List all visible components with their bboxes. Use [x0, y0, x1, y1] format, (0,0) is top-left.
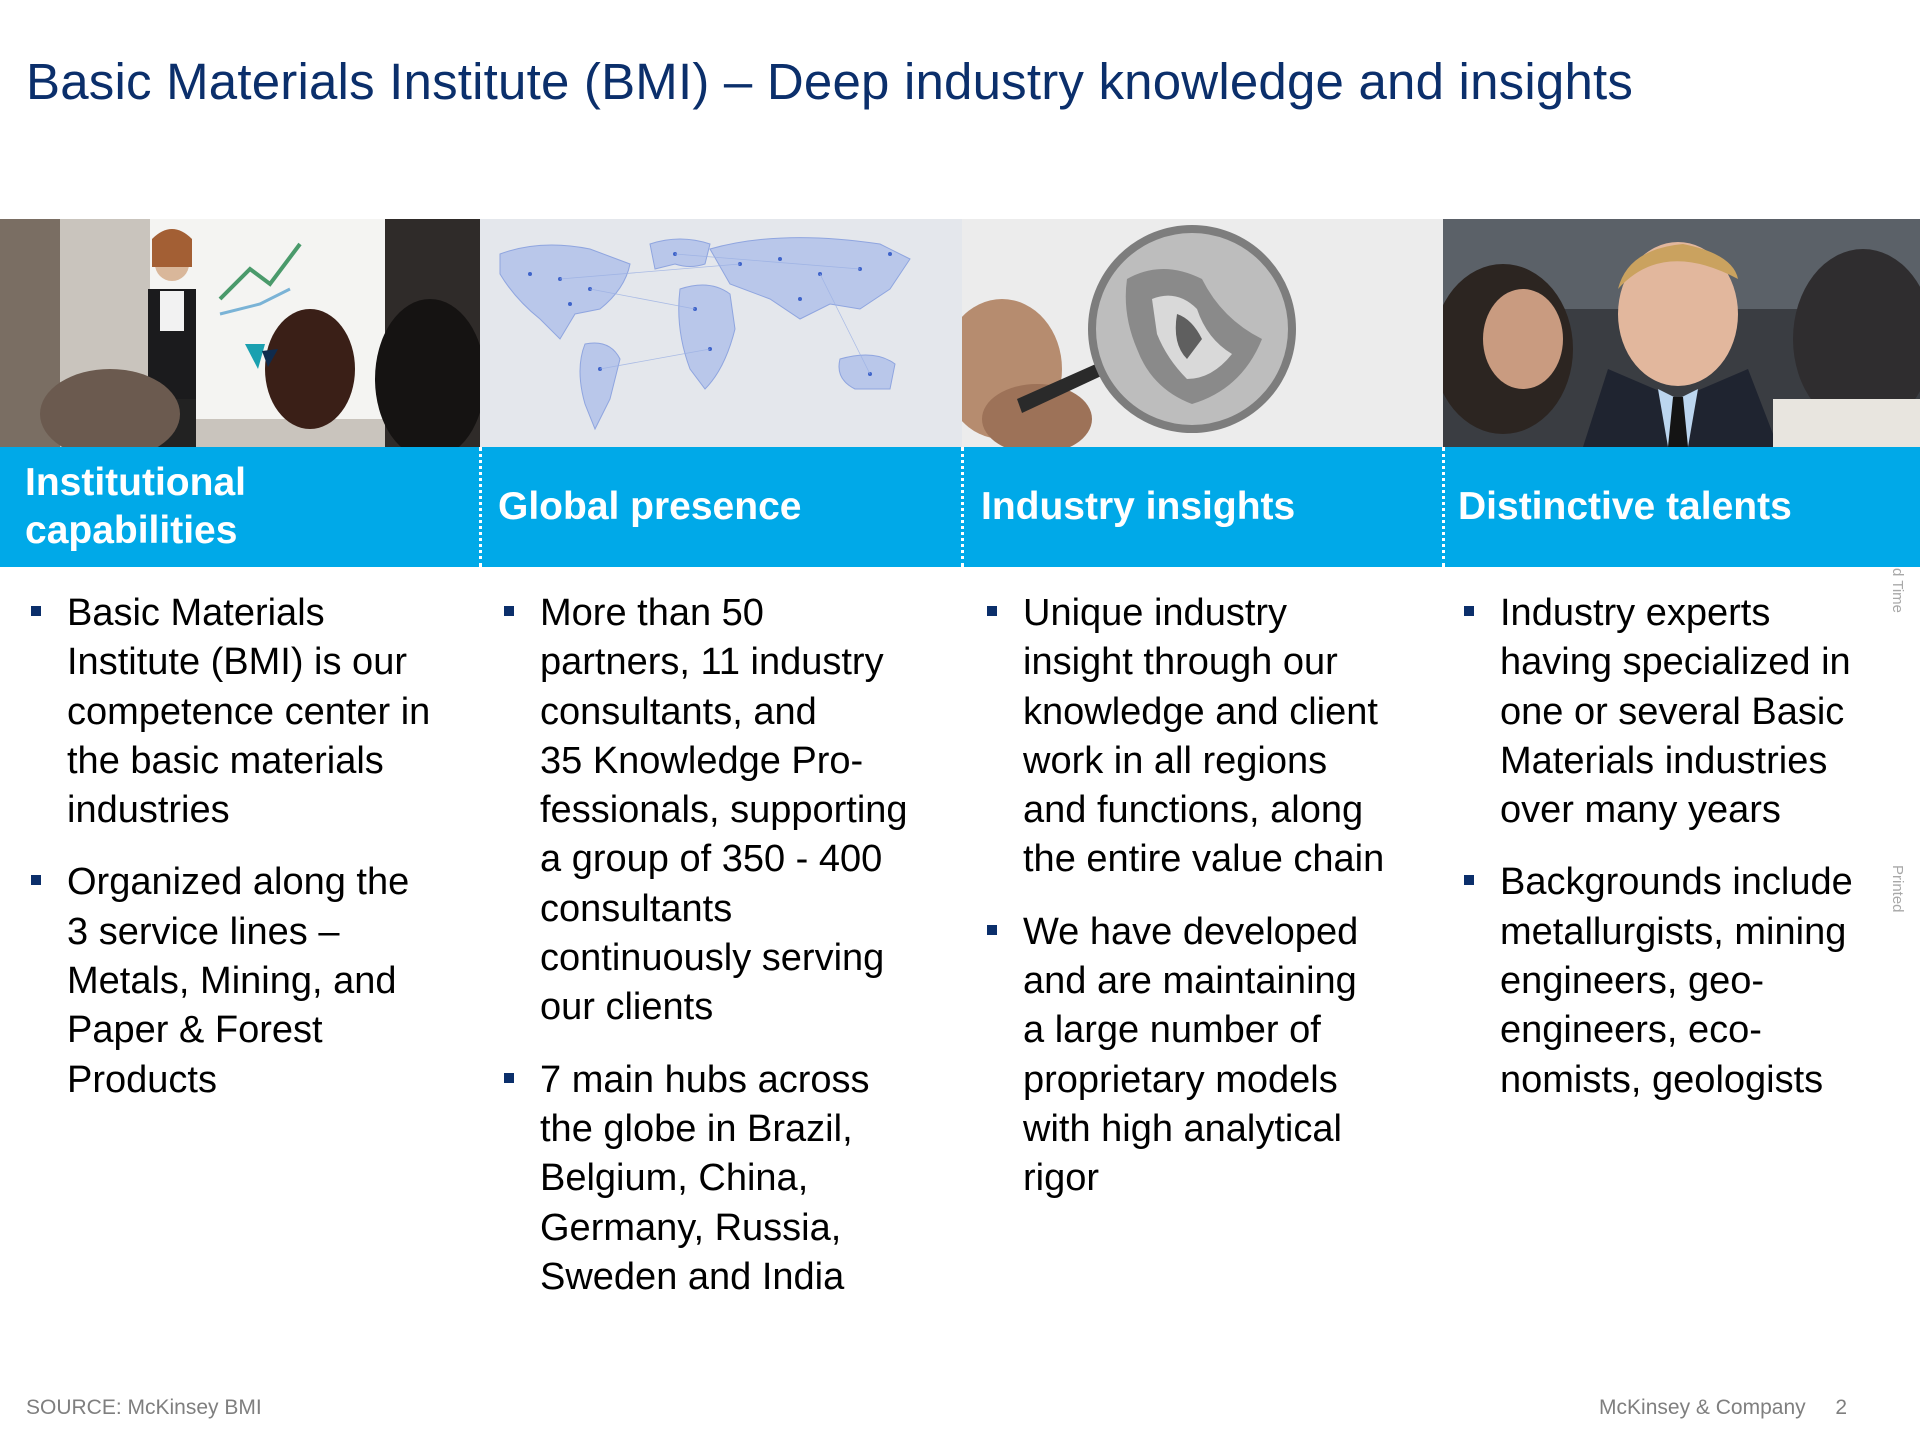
- magnifier-photo: [962, 219, 1443, 447]
- bullet-line: More than 50: [540, 592, 764, 634]
- column-header-line: capabilities: [25, 509, 238, 552]
- bullet-line: Germany, Russia,: [540, 1206, 842, 1249]
- bullet-list: More than 50 partners, 11 industry consu…: [504, 589, 908, 1325]
- presentation-photo: [0, 219, 480, 447]
- bullet-line: Institute (BMI) is our: [67, 641, 407, 684]
- column-header-line: Institutional: [25, 461, 246, 504]
- page-number: 2: [1835, 1396, 1847, 1419]
- bullet-line: We have developed: [1023, 910, 1359, 953]
- source-note: SOURCE: McKinsey BMI: [26, 1396, 262, 1419]
- bullet-line: engineers, eco-: [1500, 1009, 1762, 1052]
- column-header: Institutional capabilities: [0, 447, 480, 567]
- bullet-item: Industry experts having specialized in o…: [1464, 589, 1853, 835]
- bullet-line: engineers, geo-: [1500, 960, 1765, 1003]
- bullet-line: partners, 11 industry: [540, 641, 884, 684]
- bullet-item: 7 main hubs across the globe in Brazil, …: [504, 1056, 908, 1302]
- column-institutional-capabilities: Institutional capabilities Basic Materia…: [0, 219, 480, 1339]
- bullet-item: Basic Materials Institute (BMI) is our c…: [30, 589, 431, 835]
- column-divider: [479, 447, 482, 567]
- side-note-printed: Printed: [1889, 865, 1906, 913]
- bullet-line: competence center in: [67, 690, 431, 733]
- bullet-line: 3 service lines –: [67, 910, 340, 953]
- bullet-line: Paper & Forest: [67, 1009, 323, 1052]
- bullet-item: Backgrounds include metallurgists, minin…: [1464, 858, 1853, 1104]
- column-global-presence: Global presence More than 50 partners, 1…: [480, 219, 962, 1339]
- professionals-photo: [1443, 219, 1920, 447]
- bullet-line: metallurgists, mining: [1500, 910, 1847, 953]
- bullet-line: knowledge and client: [1023, 690, 1378, 733]
- bullet-line: Sweden and India: [540, 1255, 845, 1298]
- bullet-line: industries: [67, 789, 230, 832]
- bullet-line: Industry experts: [1500, 592, 1771, 634]
- bullet-line: a large number of: [1023, 1009, 1321, 1052]
- column-divider: [1442, 447, 1445, 567]
- bullet-line: the entire value chain: [1023, 838, 1385, 881]
- bullet-line: having specialized in: [1500, 641, 1851, 684]
- bullet-line: Backgrounds include: [1500, 861, 1853, 904]
- bullet-line: Products: [67, 1058, 217, 1101]
- bullet-line: with high analytical: [1023, 1107, 1342, 1150]
- bullet-line: Unique industry: [1023, 592, 1288, 634]
- bullet-line: fessionals, supporting: [540, 789, 908, 832]
- bullet-line: Basic Materials: [67, 592, 325, 634]
- world-map-photo: [480, 219, 962, 447]
- bullet-line: consultants, and: [540, 690, 817, 733]
- bullet-list: Unique industry insight through our know…: [986, 589, 1385, 1227]
- column-header-line: Global presence: [498, 485, 802, 528]
- bullet-line: rigor: [1023, 1157, 1100, 1200]
- columns-row: Institutional capabilities Basic Materia…: [0, 219, 1920, 1339]
- column-header: Distinctive talents: [1443, 447, 1920, 567]
- column-divider: [961, 447, 964, 567]
- bullet-line: our clients: [540, 986, 714, 1029]
- bullet-line: nomists, geologists: [1500, 1058, 1824, 1101]
- bullet-item: Unique industry insight through our know…: [986, 589, 1385, 885]
- bullet-line: the globe in Brazil,: [540, 1107, 853, 1150]
- side-note-time: d Time: [1889, 568, 1906, 614]
- bullet-line: and functions, along: [1023, 789, 1364, 832]
- bullet-list: Basic Materials Institute (BMI) is our c…: [30, 589, 431, 1128]
- company-name: McKinsey & Company: [1599, 1396, 1806, 1419]
- footer-brand: McKinsey & Company 2: [1599, 1396, 1847, 1420]
- column-header: Global presence: [480, 447, 962, 567]
- bullet-line: Belgium, China,: [540, 1157, 809, 1200]
- bullet-line: proprietary models: [1023, 1058, 1338, 1101]
- column-header: Industry insights: [962, 447, 1443, 567]
- bullet-line: 35 Knowledge Pro-: [540, 739, 864, 782]
- bullet-line: work in all regions: [1023, 739, 1328, 782]
- column-industry-insights: Industry insights Unique industry insigh…: [962, 219, 1443, 1339]
- bullet-line: Organized along the: [67, 861, 410, 904]
- bullet-line: continuously serving: [540, 937, 885, 980]
- column-header-line: Industry insights: [981, 485, 1296, 528]
- slide-title: Basic Materials Institute (BMI) – Deep i…: [26, 53, 1634, 110]
- bullet-item: Organized along the 3 service lines – Me…: [30, 858, 430, 1104]
- bullet-line: one or several Basic: [1500, 690, 1845, 733]
- bullet-line: a group of 350 - 400: [540, 838, 883, 881]
- bullet-item: More than 50 partners, 11 industry consu…: [504, 589, 908, 1033]
- bullet-line: Materials industries: [1500, 739, 1828, 782]
- column-header-line: Distinctive talents: [1458, 485, 1792, 528]
- bullet-item: We have developed and are maintaining a …: [986, 908, 1384, 1204]
- bullet-line: insight through our: [1023, 641, 1338, 684]
- bullet-line: and are maintaining: [1023, 960, 1357, 1003]
- bullet-line: consultants: [540, 887, 733, 930]
- bullet-line: Metals, Mining, and: [67, 960, 397, 1003]
- bullet-line: 7 main hubs across: [540, 1058, 870, 1101]
- column-distinctive-talents: Distinctive talents Industry experts hav…: [1443, 219, 1920, 1339]
- bullet-line: over many years: [1500, 789, 1781, 832]
- bullet-list: Industry experts having specialized in o…: [1464, 589, 1853, 1128]
- bullet-line: the basic materials: [67, 739, 384, 782]
